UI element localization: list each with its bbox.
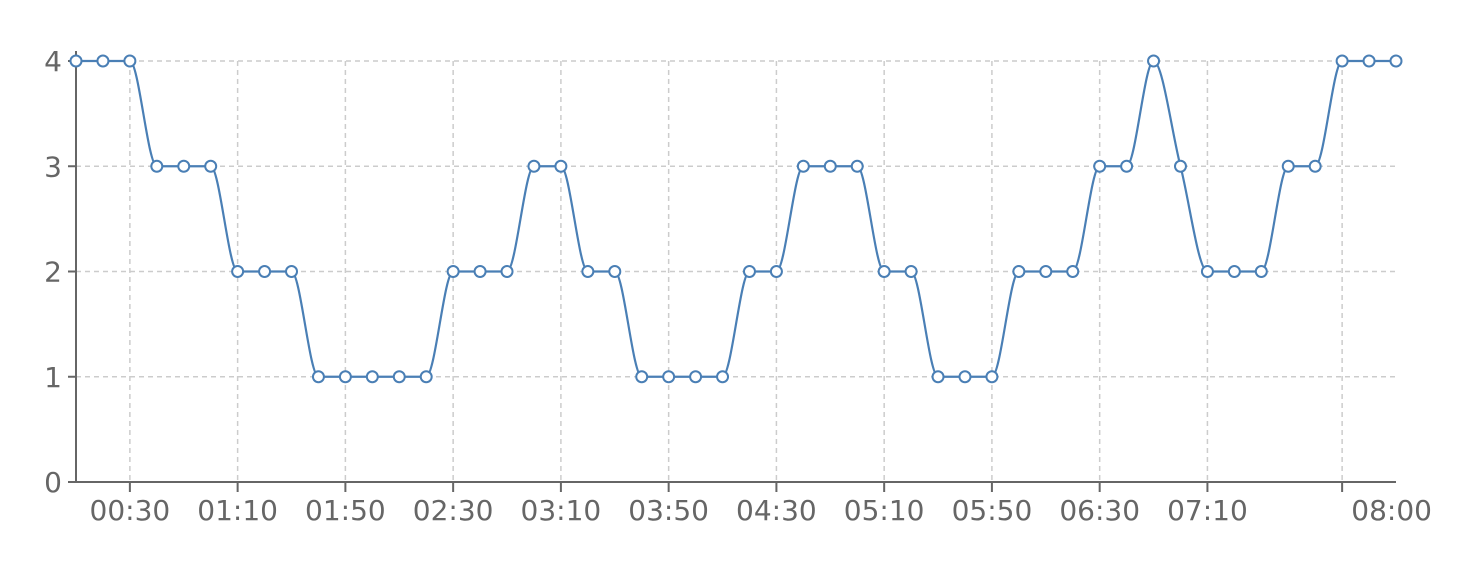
x-tick-label: 01:50 — [305, 494, 386, 527]
data-point — [769, 265, 783, 278]
data-point — [392, 370, 406, 384]
axes: 0 1 2 3 4 00:30 01:10 01:50 02:30 03:10 03:50 04:30… — [44, 45, 1432, 527]
data-point — [716, 370, 730, 384]
x-tick-label: 05:50 — [952, 494, 1033, 527]
x-tick-label: 03:10 — [521, 494, 602, 527]
data-point — [931, 370, 945, 384]
data-point — [1227, 265, 1241, 278]
data-point — [958, 370, 972, 384]
data-point — [904, 265, 918, 278]
data-point — [1335, 54, 1349, 68]
data-point — [473, 265, 487, 278]
data-point — [985, 370, 999, 384]
x-tick-label: 04:30 — [736, 494, 817, 527]
x-tick-label: 05:10 — [844, 494, 925, 527]
y-tick-label: 0 — [44, 466, 62, 499]
data-point — [231, 265, 245, 278]
data-point — [96, 54, 110, 68]
data-point — [1254, 265, 1268, 278]
data-point — [662, 370, 676, 384]
data-point — [1147, 54, 1161, 68]
data-point — [123, 54, 137, 68]
x-tick-label: 08:00 — [1351, 494, 1432, 527]
data-point — [1066, 265, 1080, 278]
y-tick-label: 2 — [44, 256, 62, 289]
x-tick-label: 07:10 — [1167, 494, 1248, 527]
data-point — [1389, 54, 1403, 68]
data-point — [177, 159, 191, 173]
data-point — [446, 265, 460, 278]
data-point — [1281, 159, 1295, 173]
data-point — [823, 159, 837, 173]
data-point — [554, 159, 568, 173]
data-point — [1120, 159, 1134, 173]
data-point — [258, 265, 272, 278]
series-layer — [69, 54, 1403, 384]
data-point — [419, 370, 433, 384]
data-point — [1039, 265, 1053, 278]
data-point — [689, 370, 703, 384]
data-point — [796, 159, 810, 173]
data-point — [850, 159, 864, 173]
data-point — [365, 370, 379, 384]
data-point — [635, 370, 649, 384]
data-point — [338, 370, 352, 384]
data-point — [311, 370, 325, 384]
data-point — [150, 159, 164, 173]
y-tick-label: 3 — [44, 150, 62, 183]
data-point — [742, 265, 756, 278]
x-tick-label: 00:30 — [90, 494, 171, 527]
data-point — [877, 265, 891, 278]
x-tick-label: 01:10 — [197, 494, 278, 527]
data-point — [1173, 159, 1187, 173]
data-point — [1093, 159, 1107, 173]
x-tick-label: 02:30 — [413, 494, 494, 527]
data-point — [527, 159, 541, 173]
x-tick-label: 06:30 — [1059, 494, 1140, 527]
x-tick-label: 03:50 — [628, 494, 709, 527]
data-point — [500, 265, 514, 278]
data-point — [204, 159, 218, 173]
data-point — [581, 265, 595, 278]
y-tick-label: 1 — [44, 361, 62, 394]
data-point — [69, 54, 83, 68]
data-point — [1362, 54, 1376, 68]
data-point — [608, 265, 622, 278]
data-point — [1012, 265, 1026, 278]
data-point — [1200, 265, 1214, 278]
data-point — [285, 265, 299, 278]
series-line-0 — [76, 59, 1396, 378]
data-point — [1308, 159, 1322, 173]
y-tick-label: 4 — [44, 45, 62, 78]
